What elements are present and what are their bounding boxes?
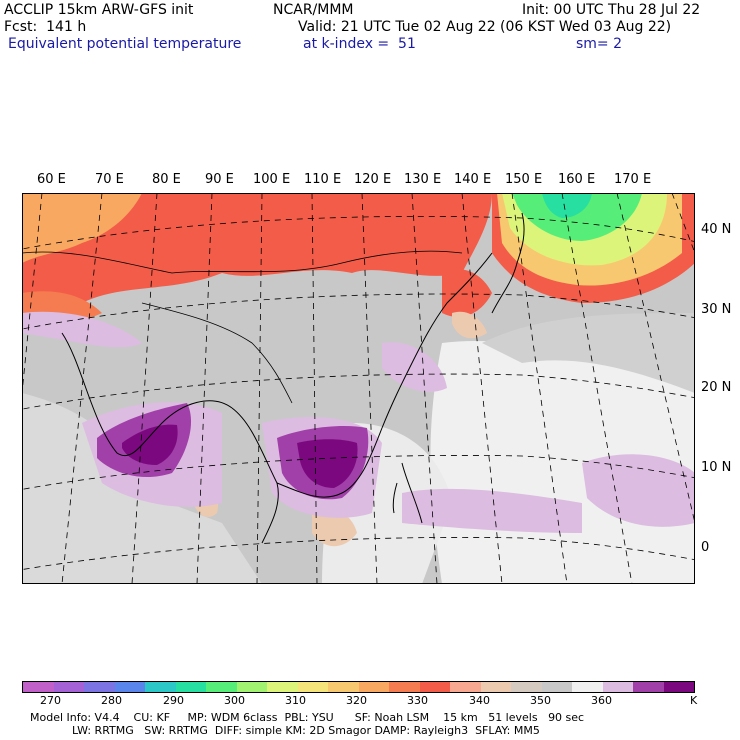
lon-label: 90 E [205, 172, 234, 187]
colorbar-swatch [480, 682, 511, 692]
colorbar-swatch [84, 682, 115, 692]
colorbar-swatch [114, 682, 145, 692]
model-info-line1: Model Info: V4.4 CU: KF MP: WDM 6class P… [30, 711, 585, 724]
borders-central-asia [22, 250, 463, 274]
colorbar-tick: 270 [40, 694, 61, 707]
light-purple-wpac [582, 454, 695, 527]
coastline-philippines [392, 462, 423, 524]
lat-label: 0 [701, 540, 710, 555]
colorbar-swatch [633, 682, 664, 692]
colorbar-tick: 350 [530, 694, 551, 707]
colorbar-swatch [175, 682, 206, 692]
north-asia-warm-region [22, 193, 492, 323]
colorbar-tick: 320 [346, 694, 367, 707]
colorbar-swatch [328, 682, 359, 692]
colorbar-tick: 300 [224, 694, 245, 707]
plot-title: ACCLIP 15km ARW-GFS init [4, 2, 194, 18]
colorbar-swatch [267, 682, 298, 692]
colorbar [22, 681, 695, 693]
tan-patch-japan [452, 311, 487, 339]
graticule [22, 193, 695, 584]
light-purple-east-china [382, 342, 447, 392]
center-label: NCAR/MMM [273, 2, 354, 18]
light-purple-ocean-strip [402, 488, 582, 533]
nw-pacific-teal [542, 193, 592, 218]
lon-label: 110 E [304, 172, 342, 187]
lon-label: 120 E [354, 172, 392, 187]
lat-label: 40 N [701, 222, 732, 237]
lon-label: 140 E [454, 172, 492, 187]
coastline-japan [491, 212, 525, 314]
level-label: at k-index = 51 [303, 36, 416, 52]
tan-patch-borneo [312, 509, 357, 547]
lat-label: 30 N [701, 302, 732, 317]
colorbar-swatch [450, 682, 481, 692]
colorbar-swatch [663, 682, 694, 692]
colorbar-swatch [541, 682, 572, 692]
model-info-line2: LW: RRTMG SW: RRTMG DIFF: simple KM: 2D … [72, 724, 540, 737]
init-time: Init: 00 UTC Thu 28 Jul 22 [522, 2, 701, 18]
theta-e-map [22, 193, 695, 584]
colorbar-tick: 340 [469, 694, 490, 707]
coastline-indochina [231, 407, 383, 544]
smoothing-label: sm= 2 [576, 36, 623, 52]
lat-label: 10 N [701, 460, 732, 475]
lon-label: 170 E [614, 172, 652, 187]
colorbar-swatch [419, 682, 450, 692]
coastline-india [61, 332, 233, 457]
ocean-light-west [22, 393, 262, 584]
colorbar-swatch [236, 682, 267, 692]
colorbar-swatch [511, 682, 542, 692]
colorbar-swatch [23, 682, 54, 692]
colorbar-unit: K [690, 694, 698, 707]
lon-label: 150 E [505, 172, 543, 187]
lon-label: 60 E [37, 172, 66, 187]
map-frame [22, 193, 695, 584]
colorbar-swatch [206, 682, 237, 692]
dark-purple-bob-core [122, 424, 178, 465]
colorbar-swatch [389, 682, 420, 692]
colorbar-tick: 330 [407, 694, 428, 707]
colorbar-tick: 310 [285, 694, 306, 707]
forecast-hour: Fcst: 141 h [4, 19, 87, 35]
lat-label: 20 N [701, 380, 732, 395]
colorbar-tick: 290 [163, 694, 184, 707]
lon-label: 130 E [404, 172, 442, 187]
japan-warm-tongue [442, 269, 492, 317]
lon-label: 100 E [253, 172, 291, 187]
valid-time: Valid: 21 UTC Tue 02 Aug 22 (06 KST Wed … [298, 19, 672, 35]
colorbar-swatch [145, 682, 176, 692]
colorbar-swatch [53, 682, 84, 692]
coastline-china [381, 252, 493, 429]
lon-label: 70 E [95, 172, 124, 187]
colorbar-swatch [572, 682, 603, 692]
pacific-gray-band [482, 313, 695, 393]
dark-purple-indochina-core [297, 439, 358, 488]
lon-label: 160 E [558, 172, 596, 187]
colorbar-tick: 280 [101, 694, 122, 707]
lon-label: 80 E [152, 172, 181, 187]
field-name: Equivalent potential temperature [8, 36, 242, 52]
colorbar-swatch [297, 682, 328, 692]
colorbar-swatch [358, 682, 389, 692]
nw-pacific-green [512, 193, 642, 241]
light-purple-north-india [22, 311, 142, 348]
north-asia-orange [22, 193, 142, 263]
colorbar-swatch [602, 682, 633, 692]
borders-china-interior [141, 302, 293, 404]
colorbar-tick: 360 [591, 694, 612, 707]
